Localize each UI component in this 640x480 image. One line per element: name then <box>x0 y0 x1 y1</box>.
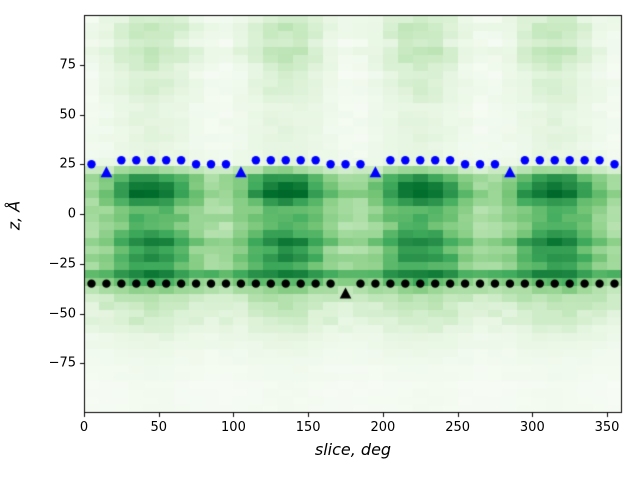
y-tick-label: 25 <box>59 156 76 172</box>
x-tick-label: 200 <box>370 420 396 435</box>
y-tick-label: 0 <box>67 206 76 222</box>
x-tick-label: 350 <box>594 420 620 435</box>
x-axis-label: slice, deg <box>314 440 392 459</box>
y-tick-label: 50 <box>59 107 76 122</box>
y-tick-label: −50 <box>48 306 76 321</box>
y-tick-label: 75 <box>59 57 76 73</box>
x-tick-label: 0 <box>79 420 89 435</box>
y-axis-label: z, Å <box>4 200 24 231</box>
y-tick-label: −75 <box>48 355 76 371</box>
x-tick-label: 250 <box>445 420 471 435</box>
y-tick-label: −25 <box>48 256 76 272</box>
x-tick-label: 100 <box>221 420 246 435</box>
x-tick-label: 150 <box>295 420 321 435</box>
x-tick-label: 300 <box>519 420 545 435</box>
x-tick-label: 50 <box>150 420 167 435</box>
